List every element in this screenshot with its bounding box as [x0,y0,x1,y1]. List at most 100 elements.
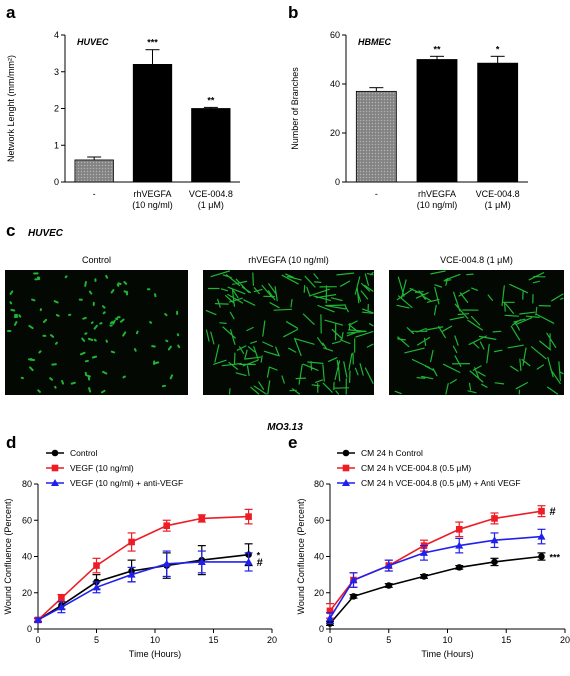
y-tick-label: 0 [319,624,324,634]
y-tick-label: 3 [54,67,59,77]
data-point [342,479,350,486]
chart-annotation: HUVEC [77,37,109,47]
chart-annotation: HBMEC [358,37,391,47]
category-label: rhVEGFA [133,189,171,199]
y-tick-label: 60 [330,30,340,40]
legend-label: CM 24 h VCE-004.8 (0.5 μM) [361,463,471,473]
y-tick-label: 40 [330,79,340,89]
end-annotation: # [550,506,556,518]
y-axis-label: Network Lenght (mm/mm²) [6,55,16,162]
y-tick-label: 1 [54,140,59,150]
x-tick-label: 10 [150,635,160,645]
y-tick-label: 40 [314,552,324,562]
y-tick-label: 0 [27,624,32,634]
data-point [245,513,252,520]
cell-marks [205,270,374,395]
data-point [51,449,59,457]
microscopy-images: Control rhVEGFA (10 ng/ml) VCE-004.8 (1 μM… [5,255,564,395]
series-line [329,510,542,612]
x-tick-label: 10 [442,635,452,645]
y-tick-label: 40 [22,552,32,562]
y-tick-label: 20 [314,588,324,598]
data-point [162,559,171,567]
x-axis-label: Time (Hours) [421,649,473,659]
data-point [127,570,136,578]
category-label: (10 ng/ml) [132,200,173,210]
data-point [197,557,206,565]
legend-label: VEGF (10 ng/ml) [70,463,134,473]
bar [74,159,114,183]
legend-label: Control [70,448,98,458]
y-tick-label: 0 [335,177,340,187]
image-label: VCE-004.8 (1 μM) [440,255,513,265]
data-point [326,607,334,615]
legend-label: CM 24 h Control [361,448,423,458]
bar [416,59,458,183]
legend-label: CM 24 h VCE-004.8 (0.5 μM) + Anti VEGF [361,478,521,488]
data-point [34,615,42,623]
significance-label: ** [433,44,441,54]
bar-chart-b: 0 20 40 60 Number of Branches HBMEC - ** rhVEGFA… [290,30,528,210]
end-annotation: # [257,557,263,569]
image-label: Control [82,255,111,265]
data-point [244,557,253,565]
x-tick-label: 20 [267,635,277,645]
y-tick-label: 2 [54,104,59,114]
data-point [326,614,334,622]
panel-letter-d: d [6,433,16,452]
series-line [329,535,542,619]
data-point [385,582,393,589]
data-point [163,522,170,529]
data-point [455,564,463,571]
image-label: rhVEGFA (10 ng/ml) [248,255,329,265]
bar [355,90,397,183]
category-label: (1 μM) [485,200,511,210]
x-tick-label: 5 [94,635,99,645]
bar [132,64,173,183]
data-point [491,515,498,522]
y-tick-label: 80 [22,479,32,489]
data-point [538,507,545,515]
category-label: VCE-004.8 [476,189,520,199]
data-point [128,538,135,546]
data-point [342,449,350,457]
cell-marks [7,272,181,394]
data-point [537,532,546,540]
significance-label: * [496,44,500,54]
series-line [329,555,542,625]
section-c-cell-label: HUVEC [28,228,64,239]
line-chart-d: 0 20 40 60 80 0 5 10 15 20 Time (Hours) Wound Confl… [3,448,277,659]
x-axis-label: Time (Hours) [129,649,181,659]
data-point [58,594,65,602]
x-tick-label: 0 [327,635,332,645]
bar [191,108,231,183]
data-point [538,553,545,560]
y-axis-label: Number of Branches [290,67,300,150]
legend-label: VEGF (10 ng/ml) + anti-VEGF [70,478,183,488]
category-label: - [375,189,378,199]
data-point [420,548,428,556]
data-point [349,576,358,584]
panel-letter-c: c [6,221,15,240]
y-axis-label: Wound Confluence (Percent) [296,499,306,615]
y-tick-label: 60 [314,515,324,525]
data-point [455,526,463,533]
data-point [491,558,498,566]
y-tick-label: 60 [22,515,32,525]
category-label: rhVEGFA [418,189,456,199]
data-point [57,603,66,611]
x-tick-label: 5 [386,635,391,645]
end-annotation: * [257,551,261,561]
bar [477,62,519,183]
data-point [384,561,393,569]
line-chart-e: 0 20 40 60 80 0 5 10 15 20 Time (Hours) Wound Confl… [296,448,570,659]
panel-letter-a: a [6,3,16,22]
y-tick-label: 20 [330,128,340,138]
data-point [198,515,206,522]
x-tick-label: 15 [208,635,218,645]
data-point [342,464,350,472]
y-tick-label: 0 [54,177,59,187]
significance-label: *** [147,38,158,48]
microscopy-image [5,270,188,395]
